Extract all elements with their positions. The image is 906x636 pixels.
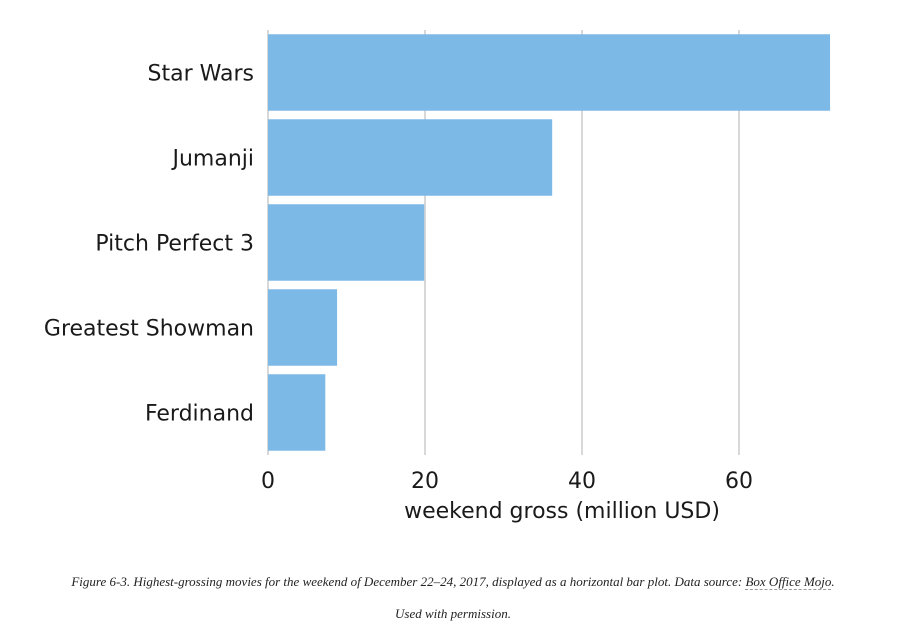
x-tick-label: 20 <box>411 469 439 494</box>
bar-ferdinand <box>268 374 326 451</box>
bar-star-wars <box>268 34 831 111</box>
bars <box>268 34 831 451</box>
bar-chart: Star Wars Jumanji Pitch Perfect 3 Greatest … <box>44 30 831 524</box>
category-label: Pitch Perfect 3 <box>95 232 254 257</box>
caption-text: Figure 6-3. Highest-grossing movies for … <box>71 574 746 589</box>
category-label: Jumanji <box>170 147 254 172</box>
x-axis-title: weekend gross (million USD) <box>404 499 720 524</box>
figure-caption: Figure 6-3. Highest-grossing movies for … <box>20 574 886 590</box>
x-tick-label: 60 <box>725 469 753 494</box>
x-tick-labels: 0 20 40 60 <box>261 469 753 494</box>
bar-greatest-showman <box>268 289 338 366</box>
category-labels: Star Wars Jumanji Pitch Perfect 3 Greatest … <box>44 62 254 427</box>
caption-period: . <box>831 574 835 589</box>
category-label: Greatest Showman <box>44 317 254 342</box>
x-tick-label: 0 <box>261 469 275 494</box>
caption-permission: Used with permission. <box>395 606 511 621</box>
bar-pitch-perfect-3 <box>268 204 425 281</box>
category-label: Ferdinand <box>145 402 254 427</box>
bar-jumanji <box>268 119 553 196</box>
source-link[interactable]: Box Office Mojo <box>745 574 832 590</box>
x-tick-label: 40 <box>568 469 596 494</box>
category-label: Star Wars <box>148 62 254 87</box>
